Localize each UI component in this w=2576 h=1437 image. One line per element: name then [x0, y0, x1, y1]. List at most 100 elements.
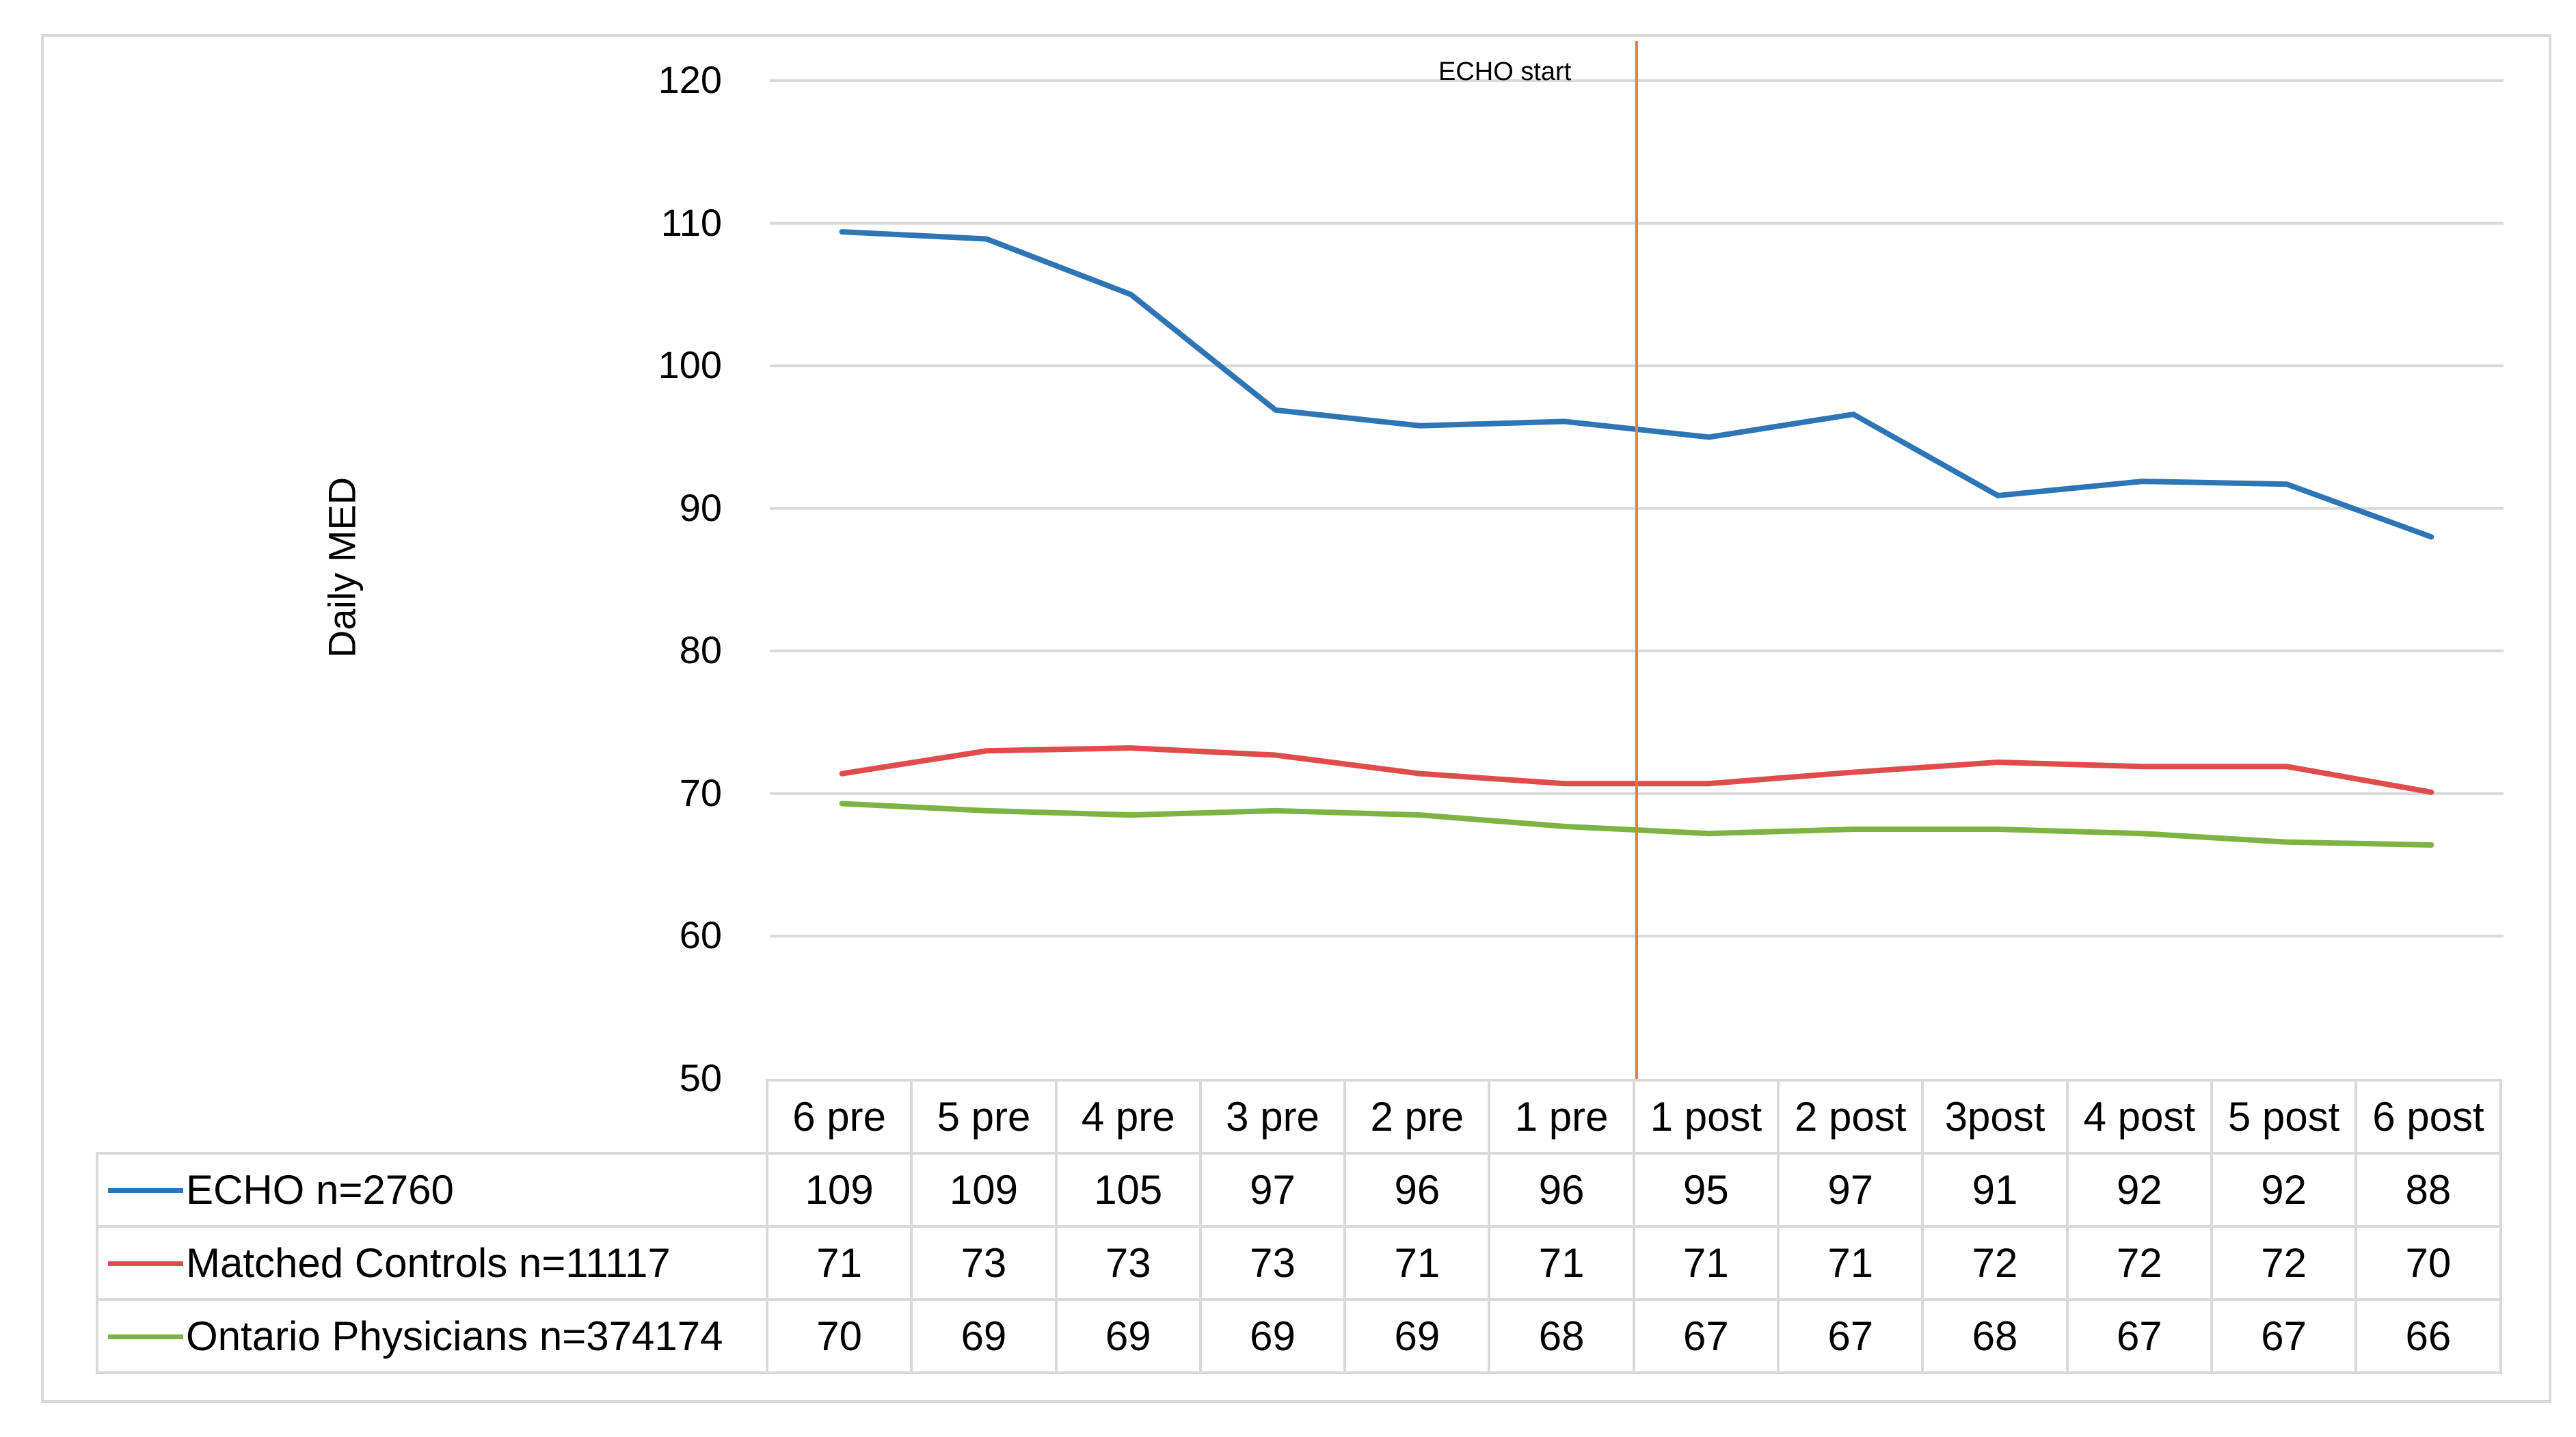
data-label: 109 [765, 1152, 913, 1228]
data-label: 72 [2065, 1225, 2213, 1301]
series-0-point-7 [1851, 412, 1855, 417]
legend-entry: Matched Controls n=11117 [96, 1225, 768, 1301]
data-label: 66 [2354, 1298, 2502, 1374]
series-1-point-7 [1851, 770, 1855, 775]
echo-start-annotation: ECHO start [1438, 57, 1572, 86]
legend-entry: ECHO n=2760 [96, 1152, 768, 1228]
series-1-point-9 [2140, 764, 2145, 769]
y-tick-label: 120 [658, 58, 722, 101]
data-label: 67 [1632, 1298, 1780, 1374]
series-2-point-2 [1129, 813, 1133, 818]
data-label: 72 [2210, 1225, 2358, 1301]
data-label: 96 [1343, 1152, 1491, 1228]
y-tick-label: 100 [658, 343, 722, 387]
data-label: 71 [1488, 1225, 1635, 1301]
series-1-point-8 [1996, 760, 2000, 764]
data-label: 71 [1777, 1225, 1924, 1301]
series-2-point-3 [1273, 808, 1278, 813]
table-corner [97, 1080, 768, 1155]
legend-swatch [108, 1261, 183, 1266]
data-label: 67 [2065, 1298, 2213, 1374]
series-0-point-10 [2285, 482, 2289, 487]
data-label: 91 [1921, 1152, 2069, 1228]
series-1-point-10 [2285, 764, 2289, 769]
data-label: 72 [1921, 1225, 2069, 1301]
x-category-label: 6 post [2354, 1079, 2502, 1155]
series-2-point-1 [984, 808, 989, 813]
y-axis-title: Daily MED [320, 476, 364, 658]
data-label: 73 [1198, 1225, 1347, 1301]
series-1-point-4 [1418, 771, 1422, 776]
data-label: 71 [1632, 1225, 1780, 1301]
series-2-point-11 [2429, 842, 2434, 847]
table-row: Ontario Physicians n=374174 70 69 69 69 69 68 6… [96, 1298, 2502, 1374]
x-category-label: 4 pre [1054, 1079, 1202, 1155]
table-row: ECHO n=2760 109 109 105 97 96 96 95 97 91 92 92 88 [96, 1152, 2502, 1228]
data-label: 96 [1488, 1152, 1635, 1228]
data-label: 71 [1343, 1225, 1491, 1301]
y-tick-label: 110 [660, 200, 722, 244]
series-2-point-6 [1706, 831, 1711, 836]
data-label: 69 [1343, 1298, 1491, 1374]
series-2-point-10 [2285, 840, 2289, 844]
legend-swatch [108, 1187, 183, 1193]
series-1-point-1 [984, 749, 989, 753]
data-label: 69 [910, 1298, 1058, 1374]
series-0-point-5 [1562, 419, 1567, 424]
x-category-label: 5 pre [910, 1079, 1058, 1155]
x-category-label: 3 pre [1198, 1079, 1347, 1155]
x-category-label: 6 pre [765, 1079, 913, 1155]
data-label: 69 [1198, 1298, 1347, 1374]
data-label: 95 [1632, 1152, 1780, 1228]
series-0-point-0 [840, 230, 844, 234]
series-2-point-8 [1996, 827, 2000, 831]
data-label: 67 [1777, 1298, 1924, 1374]
series-2-point-0 [840, 801, 844, 806]
legend-swatch [108, 1334, 183, 1339]
x-category-label: 1 post [1632, 1079, 1780, 1155]
data-label: 67 [2210, 1298, 2358, 1374]
series-0-point-2 [1129, 292, 1133, 297]
series-1-point-3 [1273, 753, 1278, 757]
y-tick-label: 90 [679, 485, 722, 529]
data-label: 109 [910, 1152, 1058, 1228]
legend-label: ECHO n=2760 [186, 1167, 454, 1213]
series-2-point-7 [1851, 827, 1855, 831]
x-category-label: 3post [1921, 1079, 2069, 1155]
legend-entry: Ontario Physicians n=374174 [96, 1298, 768, 1374]
series-1-point-2 [1129, 746, 1133, 751]
data-label: 70 [765, 1298, 913, 1374]
series-0-point-8 [1996, 493, 2000, 498]
data-label: 73 [910, 1225, 1058, 1301]
data-label: 68 [1921, 1298, 2069, 1374]
data-label: 97 [1777, 1152, 1924, 1228]
data-label: 71 [765, 1225, 913, 1301]
x-category-label: 1 pre [1488, 1079, 1635, 1155]
legend-label: Matched Controls n=11117 [186, 1240, 671, 1286]
series-0-point-11 [2429, 535, 2434, 539]
data-label: 92 [2065, 1152, 2213, 1228]
series-1-point-11 [2429, 790, 2434, 794]
series-1-point-6 [1706, 781, 1711, 786]
x-category-label: 2 post [1777, 1079, 1924, 1155]
x-category-label: 4 post [2065, 1079, 2213, 1155]
series-0-point-6 [1706, 435, 1711, 440]
series-1-point-0 [840, 771, 844, 776]
data-table: 6 pre 5 pre 4 pre 3 pre 2 pre 1 pre 1 post 2 po… [96, 1079, 2502, 1374]
series-2-point-5 [1562, 824, 1567, 829]
series-2-point-9 [2140, 831, 2145, 836]
y-tick-label: 70 [679, 770, 722, 814]
data-label: 97 [1198, 1152, 1347, 1228]
series-1-point-5 [1562, 781, 1567, 786]
series-0-point-9 [2140, 479, 2145, 484]
data-label: 69 [1054, 1298, 1202, 1374]
series-0-point-4 [1418, 423, 1422, 428]
y-tick-label: 80 [679, 628, 722, 672]
y-tick-label: 60 [679, 913, 722, 957]
data-label: 68 [1488, 1298, 1635, 1374]
data-label: 88 [2354, 1152, 2502, 1228]
series-0-point-3 [1273, 407, 1278, 412]
table-header-row: 6 pre 5 pre 4 pre 3 pre 2 pre 1 pre 1 post 2 po… [97, 1079, 2502, 1155]
data-label: 70 [2354, 1225, 2502, 1301]
